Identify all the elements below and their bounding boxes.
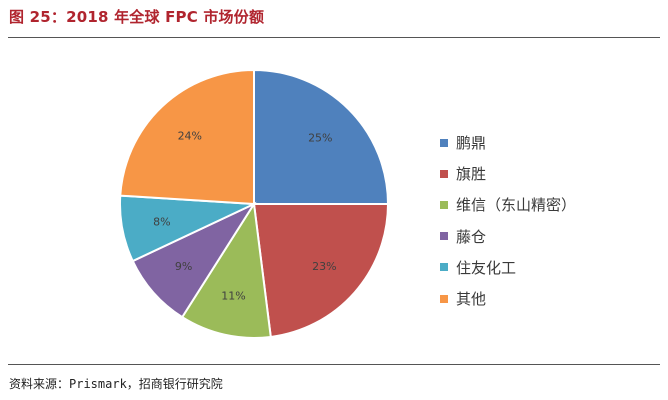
legend-swatch <box>440 138 448 147</box>
slice-data-label: 24% <box>178 130 202 143</box>
legend-item: 维信（东山精密） <box>440 189 576 220</box>
legend-label: 维信（东山精密） <box>456 196 577 215</box>
slice-data-label: 8% <box>153 216 170 229</box>
chart-legend: 鹏鼎旗胜维信（东山精密） 藤仓住友化工其他 <box>440 127 576 314</box>
legend-item: 藤仓 <box>440 221 576 252</box>
legend-label: 鹏鼎 <box>456 134 487 153</box>
legend-swatch <box>440 263 448 272</box>
legend-swatch <box>440 232 448 241</box>
pie-slice-0 <box>253 68 390 205</box>
bottom-rule <box>8 364 660 365</box>
figure-title: 图 25：2018 年全球 FPC 市场份额 <box>9 8 265 26</box>
source-note: 资料来源：Prismark，招商银行研究院 <box>9 377 223 391</box>
legend-swatch <box>440 294 448 303</box>
legend-label: 旗胜 <box>456 165 487 184</box>
legend-label: 住友化工 <box>456 258 517 277</box>
legend-item: 旗胜 <box>440 158 576 189</box>
slice-data-label: 9% <box>175 260 192 273</box>
legend-item: 其他 <box>440 283 576 314</box>
legend-label: 藤仓 <box>456 227 487 246</box>
pie-slice-1 <box>252 203 390 339</box>
top-rule <box>8 37 660 38</box>
legend-swatch <box>440 169 448 178</box>
legend-swatch <box>440 200 448 209</box>
slice-data-label: 11% <box>221 290 245 303</box>
pie-chart: 25% 23% 11% 9% 8% 24% <box>119 68 390 339</box>
pie-slice-5 <box>119 68 255 206</box>
legend-item: 住友化工 <box>440 252 576 283</box>
pie-slice-2 <box>180 201 272 339</box>
legend-label: 其他 <box>456 290 487 309</box>
slice-data-label: 23% <box>312 260 336 273</box>
legend-item: 鹏鼎 <box>440 127 576 158</box>
slice-data-label: 25% <box>308 132 332 145</box>
